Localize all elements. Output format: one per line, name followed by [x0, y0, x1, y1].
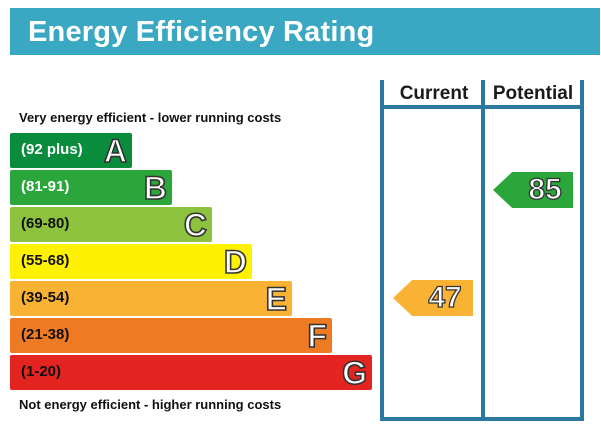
bottom-caption: Not energy efficient - higher running co…	[19, 397, 282, 412]
current-column-header: Current	[399, 83, 469, 104]
band-letter: A	[103, 133, 128, 169]
band-b: (81-91) B	[10, 170, 172, 206]
page-title: Energy Efficiency Rating	[28, 16, 375, 48]
header-underline	[380, 105, 584, 109]
band-g: (1-20) G	[10, 355, 372, 391]
table-bottom-line	[380, 417, 584, 421]
band-range-label: (21-38)	[21, 326, 70, 343]
band-letter: F	[307, 318, 328, 354]
band-letter: D	[223, 244, 248, 280]
current-rating-arrow: 47	[393, 280, 473, 316]
divider-right	[580, 80, 584, 420]
band-a: (92 plus) A	[10, 133, 132, 169]
band-range-label: (69-80)	[21, 215, 70, 232]
band-range-label: (92 plus)	[21, 141, 83, 158]
top-caption: Very energy efficient - lower running co…	[19, 110, 282, 125]
divider-left	[380, 80, 384, 420]
band-e: (39-54) E	[10, 281, 292, 317]
divider-middle	[481, 80, 485, 420]
current-rating-value: 47	[428, 280, 463, 314]
potential-column-header: Potential	[492, 83, 574, 104]
band-letter: C	[183, 207, 208, 243]
band-range-label: (1-20)	[21, 363, 62, 380]
potential-rating-arrow: 85	[493, 172, 573, 208]
band-range-label: (55-68)	[21, 252, 70, 269]
band-c: (69-80) C	[10, 207, 212, 243]
band-letter: G	[341, 355, 367, 391]
potential-rating-value: 85	[528, 172, 563, 206]
band-range-label: (39-54)	[21, 289, 70, 306]
band-f: (21-38) F	[10, 318, 332, 354]
band-d: (55-68) D	[10, 244, 252, 280]
band-letter: E	[265, 281, 288, 317]
band-letter: B	[143, 170, 168, 206]
band-range-label: (81-91)	[21, 178, 70, 195]
header-bar: Energy Efficiency Rating	[10, 8, 600, 55]
